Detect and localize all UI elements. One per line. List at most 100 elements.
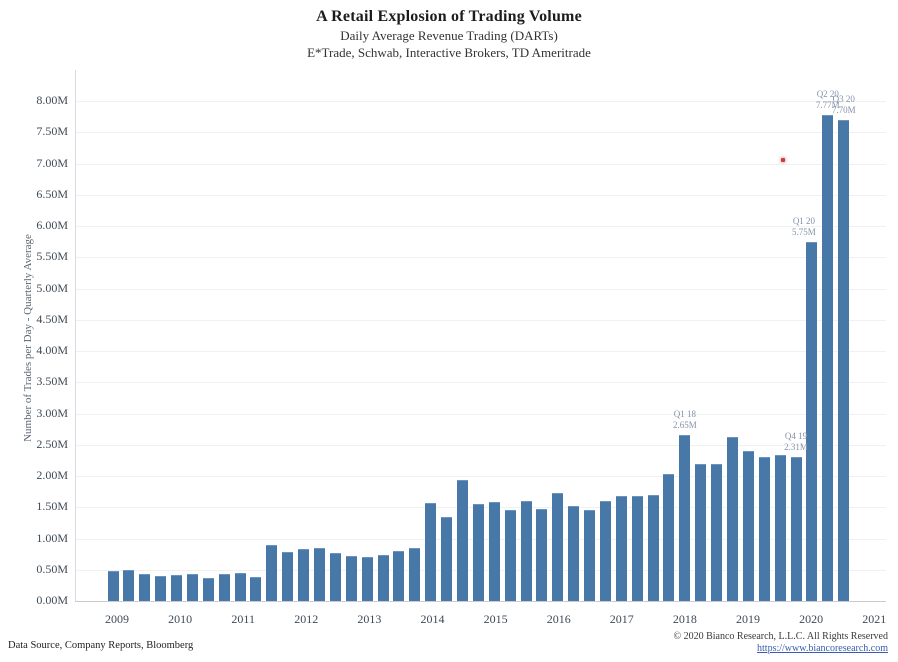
gridline bbox=[76, 288, 886, 290]
bar-2018-q1 bbox=[679, 435, 691, 601]
bar-2009-q3 bbox=[139, 574, 151, 601]
bar-2019-q3 bbox=[774, 455, 786, 601]
bar-2017-q2 bbox=[631, 496, 643, 601]
data-source-note: Data Source, Company Reports, Bloomberg bbox=[8, 640, 194, 651]
y-tick-label: 2.00M bbox=[36, 468, 68, 482]
gridline bbox=[76, 476, 886, 477]
chart-title: A Retail Explosion of Trading Volume bbox=[316, 8, 582, 25]
bar-2010-q3 bbox=[202, 577, 214, 601]
y-tick-label: 4.50M bbox=[36, 311, 68, 326]
y-tick-label: 1.00M bbox=[36, 530, 68, 545]
gridline bbox=[76, 413, 886, 415]
bar-2013-q4 bbox=[409, 547, 421, 601]
bar-2010-q2 bbox=[186, 574, 198, 601]
red-marker-dot bbox=[780, 158, 785, 163]
bar-2019-q2 bbox=[758, 457, 770, 601]
gridline bbox=[76, 319, 886, 321]
bar-annotation-q1-18: Q1 18 2.65M bbox=[672, 409, 697, 431]
gridline bbox=[76, 163, 886, 165]
bar-2016-q1 bbox=[552, 492, 564, 601]
bar-2018-q3 bbox=[711, 463, 723, 601]
y-tick-label: 3.50M bbox=[36, 374, 68, 389]
y-tick-label: 1.50M bbox=[36, 499, 68, 514]
bar-2018-q4 bbox=[727, 437, 738, 601]
x-tick-label-2018: 2018 bbox=[672, 612, 697, 626]
gridline bbox=[76, 257, 886, 259]
y-tick-label: 0.00M bbox=[36, 593, 68, 607]
y-tick-label: 6.50M bbox=[36, 186, 68, 201]
bar-2009-q4 bbox=[155, 576, 167, 601]
bar-2009-q2 bbox=[123, 570, 135, 601]
gridline bbox=[76, 351, 886, 352]
bar-2010-q1 bbox=[171, 574, 183, 601]
bar-annotation-q4-19: Q4 19 2.31M bbox=[784, 430, 808, 452]
y-tick-label: 5.00M bbox=[36, 280, 68, 295]
bar-2017-q1 bbox=[615, 496, 627, 601]
x-tick-label-2012: 2012 bbox=[294, 612, 319, 626]
y-tick-label: 7.00M bbox=[36, 155, 68, 170]
bar-annotation-q2-20: Q2 20 7.77M bbox=[815, 89, 840, 111]
x-tick-label-2011: 2011 bbox=[231, 612, 255, 626]
y-tick-label: 0.50M bbox=[36, 561, 68, 576]
x-tick-label-2016: 2016 bbox=[546, 612, 571, 626]
bar-2019-q1 bbox=[742, 451, 754, 601]
bar-2011-q3 bbox=[266, 544, 278, 601]
y-tick-label: 3.00M bbox=[36, 405, 68, 420]
bar-2016-q4 bbox=[599, 501, 611, 601]
bar-2014-q4 bbox=[472, 504, 484, 601]
y-tick-label: 2.50M bbox=[36, 436, 68, 451]
bar-2019-q4 bbox=[790, 456, 802, 601]
copyright-text: © 2020 Bianco Research, L.L.C. All Right… bbox=[673, 631, 888, 642]
bar-2012-q1 bbox=[298, 549, 310, 601]
bar-2016-q3 bbox=[584, 510, 596, 601]
bar-2017-q4 bbox=[663, 474, 675, 601]
y-tick-label: 7.50M bbox=[36, 124, 68, 139]
bar-2012-q2 bbox=[314, 547, 325, 601]
bar-2012-q4 bbox=[345, 556, 357, 601]
bar-2013-q1 bbox=[361, 557, 373, 601]
bar-2011-q2 bbox=[250, 577, 262, 601]
bar-2015-q1 bbox=[488, 502, 500, 601]
gridline bbox=[76, 101, 886, 102]
bar-2012-q3 bbox=[329, 552, 341, 601]
y-tick-label: 5.50M bbox=[36, 249, 68, 264]
x-tick-label-2014: 2014 bbox=[420, 612, 445, 626]
gridline bbox=[76, 444, 886, 446]
bar-2020-q1 bbox=[806, 241, 818, 601]
bar-2015-q3 bbox=[520, 501, 532, 601]
chart-subtitle-2: E*Trade, Schwab, Interactive Brokers, TD… bbox=[307, 45, 591, 60]
bar-2010-q4 bbox=[218, 574, 230, 601]
gridline bbox=[76, 226, 886, 227]
x-tick-label-2010: 2010 bbox=[168, 612, 193, 626]
bar-2011-q4 bbox=[282, 552, 294, 601]
y-tick-label: 8.00M bbox=[36, 93, 68, 107]
gridline bbox=[76, 382, 886, 384]
bar-2011-q1 bbox=[234, 572, 246, 601]
x-axis-line bbox=[75, 601, 886, 602]
bar-2017-q3 bbox=[647, 494, 659, 601]
y-axis-line bbox=[75, 70, 76, 601]
bar-annotation-q1-20: Q1 20 5.75M bbox=[792, 215, 816, 237]
x-tick-label-2021: 2021 bbox=[862, 612, 887, 626]
bar-2013-q2 bbox=[377, 555, 389, 601]
bar-2009-q1 bbox=[107, 571, 119, 601]
bar-2018-q2 bbox=[695, 463, 707, 601]
copyright-block: © 2020 Bianco Research, L.L.C. All Right… bbox=[673, 631, 888, 655]
bar-2020-q3 bbox=[838, 119, 850, 601]
chart-header: A Retail Explosion of Trading Volume Dai… bbox=[0, 8, 898, 61]
bar-2015-q4 bbox=[536, 509, 548, 601]
x-tick-label-2017: 2017 bbox=[609, 612, 634, 626]
gridline bbox=[76, 194, 886, 196]
x-tick-label-2013: 2013 bbox=[357, 612, 382, 626]
y-tick-label: 6.00M bbox=[36, 218, 68, 232]
x-tick-label-2009: 2009 bbox=[105, 612, 129, 626]
x-tick-label-2020: 2020 bbox=[799, 612, 824, 626]
bar-2014-q1 bbox=[425, 502, 437, 601]
y-tick-label: 4.00M bbox=[36, 343, 68, 357]
chart-subtitle-1: Daily Average Revenue Trading (DARTs) bbox=[340, 28, 558, 43]
x-tick-label-2015: 2015 bbox=[483, 612, 508, 626]
bar-2014-q3 bbox=[456, 480, 468, 601]
biancoresearch-link[interactable]: https://www.biancoresearch.com bbox=[757, 643, 888, 654]
bar-2015-q2 bbox=[504, 510, 516, 601]
